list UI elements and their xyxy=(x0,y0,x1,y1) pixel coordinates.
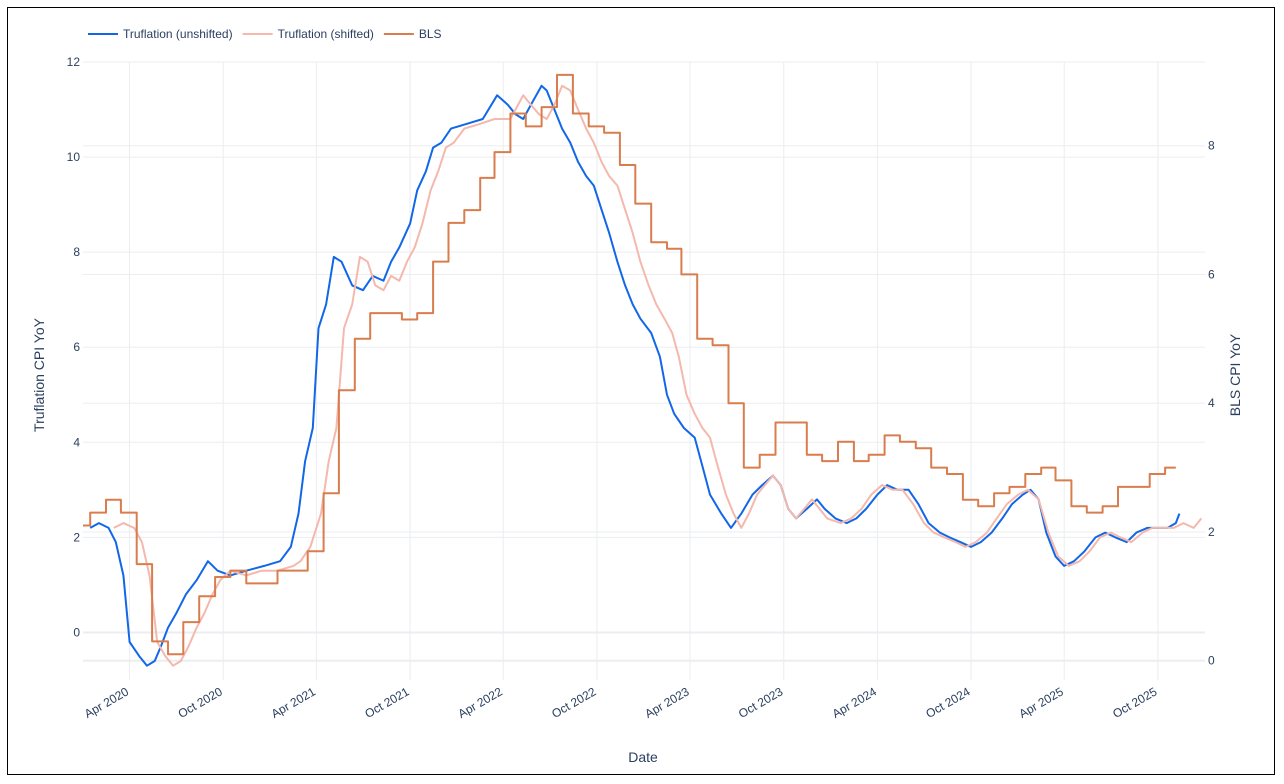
left-y-tick-label: 10 xyxy=(67,150,81,164)
left-y-axis-ticks: 0 2 4 6 8 10 12 xyxy=(67,55,81,639)
x-tick-label: Apr 2024 xyxy=(830,684,879,721)
x-tick-label: Oct 2022 xyxy=(549,684,598,721)
legend-label: BLS xyxy=(419,27,442,41)
x-tick-label: Apr 2022 xyxy=(456,684,505,721)
right-y-axis-title: BLS CPI YoY xyxy=(1227,333,1243,416)
chart-frame xyxy=(7,7,1275,775)
legend: Truflation (unshifted) Truflation (shifte… xyxy=(88,27,442,41)
x-tick-label: Oct 2024 xyxy=(923,684,972,721)
left-y-tick-label: 0 xyxy=(73,625,80,639)
series-line-truflation-unshifted xyxy=(89,84,1181,667)
x-tick-label: Apr 2023 xyxy=(642,684,691,721)
series-layer xyxy=(83,73,1203,667)
x-tick-label: Oct 2023 xyxy=(736,684,785,721)
right-y-tick-label: 6 xyxy=(1208,267,1215,281)
left-y-tick-label: 6 xyxy=(73,340,80,354)
left-y-tick-label: 8 xyxy=(73,245,80,259)
legend-label: Truflation (unshifted) xyxy=(123,27,233,41)
left-y-tick-label: 4 xyxy=(73,435,80,449)
legend-label: Truflation (shifted) xyxy=(278,27,374,41)
right-y-tick-label: 4 xyxy=(1208,396,1215,410)
grid xyxy=(83,61,1205,680)
x-tick-label: Apr 2025 xyxy=(1017,684,1066,721)
right-y-tick-label: 8 xyxy=(1208,139,1215,153)
left-y-axis-title: Truflation CPI YoY xyxy=(31,317,47,432)
x-tick-label: Oct 2025 xyxy=(1110,684,1159,721)
left-y-tick-label: 12 xyxy=(67,55,81,69)
x-tick-label: Oct 2021 xyxy=(362,684,411,721)
right-y-axis-ticks: 0 2 4 6 8 xyxy=(1208,139,1215,668)
x-tick-label: Apr 2021 xyxy=(269,684,318,721)
x-tick-label: Apr 2020 xyxy=(82,684,131,721)
series-line-bls xyxy=(83,73,1176,656)
x-tick-label: Oct 2020 xyxy=(176,684,225,721)
left-y-tick-label: 2 xyxy=(73,530,80,544)
right-y-tick-label: 2 xyxy=(1208,525,1215,539)
x-axis-title: Date xyxy=(628,749,658,765)
x-axis-ticks: Apr 2020 Oct 2020 Apr 2021 Oct 2021 Apr 2022… xyxy=(82,684,1160,721)
right-y-tick-label: 0 xyxy=(1208,654,1215,668)
